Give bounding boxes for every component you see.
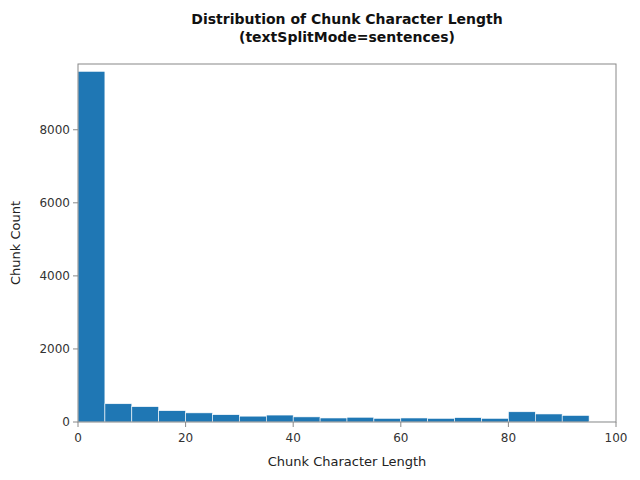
histogram-bar [508, 412, 535, 422]
plot-frame [78, 64, 616, 422]
x-axis: 0 20 40 60 80 100 [74, 422, 627, 445]
y-tick-label: 4000 [39, 269, 70, 283]
histogram-bar [239, 416, 266, 422]
histogram-bar [78, 71, 105, 422]
plot-background [78, 64, 616, 422]
histogram-bar [293, 417, 320, 422]
chart-container: 0 20 40 60 80 100 0 2000 4000 6000 8000 Chunk Chara… [0, 0, 640, 480]
y-axis-label: Chunk Count [8, 201, 23, 285]
histogram-bar [320, 418, 347, 422]
histogram-bar [347, 417, 374, 422]
y-tick [73, 348, 78, 349]
bars [78, 71, 616, 422]
y-tick [73, 422, 78, 423]
histogram-bar [401, 418, 428, 422]
x-tick-label: 80 [501, 431, 516, 445]
histogram-bar [482, 418, 509, 422]
x-tick [185, 422, 186, 427]
chart-title: Distribution of Chunk Character Length(t… [191, 11, 502, 45]
x-tick-label: 0 [74, 431, 82, 445]
histogram-bar [186, 413, 213, 422]
x-tick-label: 100 [605, 431, 628, 445]
x-axis-label: Chunk Character Length [268, 454, 427, 469]
x-tick [508, 422, 509, 427]
histogram-bar [562, 415, 589, 422]
histogram-bar [455, 418, 482, 422]
histogram-bar [535, 414, 562, 422]
histogram-bar [266, 415, 293, 422]
y-tick-label: 2000 [39, 342, 70, 356]
x-tick [400, 422, 401, 427]
y-tick-label: 6000 [39, 196, 70, 210]
y-tick [73, 275, 78, 276]
x-tick-label: 40 [286, 431, 301, 445]
histogram-bar [374, 418, 401, 422]
chart-svg: 0 20 40 60 80 100 0 2000 4000 6000 8000 Chunk Chara… [0, 0, 640, 480]
histogram-bar [428, 418, 455, 422]
y-axis: 0 2000 4000 6000 8000 [39, 123, 78, 429]
x-tick [78, 422, 79, 427]
x-tick-label: 60 [393, 431, 408, 445]
y-tick [73, 129, 78, 130]
y-tick [73, 202, 78, 203]
y-tick-label: 0 [62, 415, 70, 429]
x-tick [616, 422, 617, 427]
histogram-bar [213, 415, 240, 422]
histogram-bar [132, 407, 159, 422]
histogram-bar [105, 404, 132, 422]
y-tick-label: 8000 [39, 123, 70, 137]
histogram-bar [159, 411, 186, 422]
x-tick-label: 20 [178, 431, 193, 445]
x-tick [293, 422, 294, 427]
